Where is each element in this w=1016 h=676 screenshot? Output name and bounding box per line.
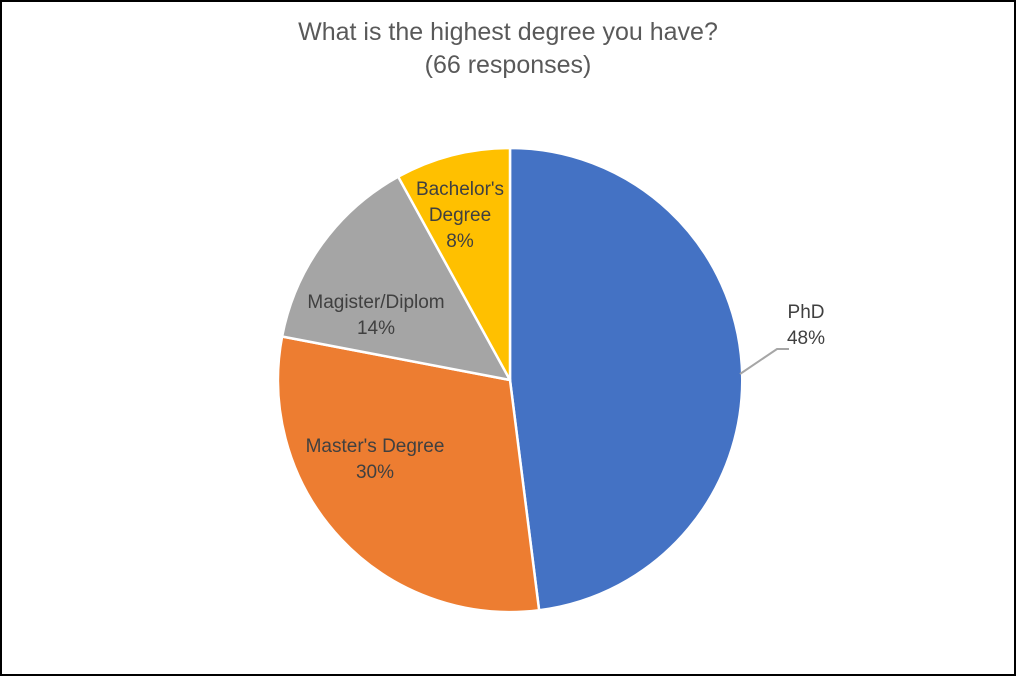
chart-title-block: What is the highest degree you have? (66… <box>0 16 1016 82</box>
pie-slice-magister-diplom <box>280 175 512 382</box>
pie-slice-bachelor-s-degree <box>396 146 512 382</box>
leader-line-phd <box>739 348 789 375</box>
pie-slice-master-s-degree <box>276 335 541 614</box>
pie-slice-phd <box>508 146 744 612</box>
chart-subtitle: (66 responses) <box>424 51 592 79</box>
chart-title: What is the highest degree you have? <box>298 18 718 46</box>
